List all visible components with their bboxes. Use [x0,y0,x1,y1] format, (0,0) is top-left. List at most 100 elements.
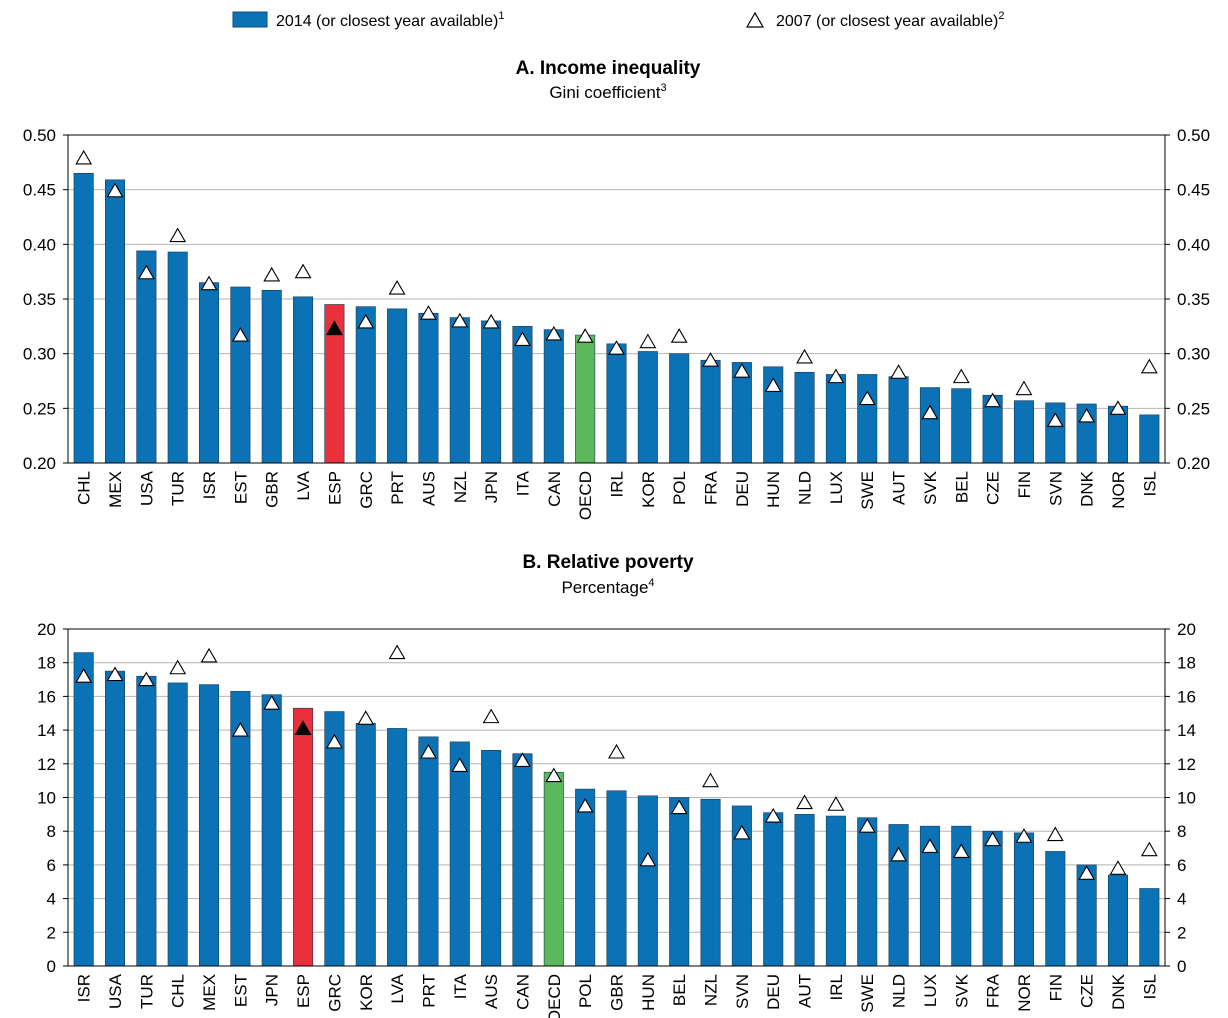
marker-2007-irl [827,796,845,811]
marker-2007-grc [325,733,343,749]
x-category-label: ESP [325,471,344,505]
bar-kor [637,351,658,464]
x-category-label: TUR [137,974,156,1009]
legend-item-2007: 2007 (or closest year available)2 [745,10,1004,30]
x-category-label: ESP [294,974,313,1008]
y-tick-label-left: 20 [37,620,56,639]
y-tick-label-right: 0 [1177,957,1186,976]
marker-2007-deu [733,363,751,378]
marker-2007-lux [827,368,845,384]
y-tick-label-left: 14 [37,721,56,740]
bar-nld [794,371,815,464]
x-category-label: LUX [921,974,940,1007]
x-category-label: NZL [702,974,721,1006]
bar-fin [1013,400,1034,464]
x-category-label: KOR [639,471,658,508]
x-category-label: FRA [984,973,1003,1008]
x-category-label: HUN [639,974,658,1011]
marker-2007-isl [1140,841,1158,857]
x-category-label: POL [670,471,689,505]
x-category-label: DNK [1109,973,1128,1010]
bar-jpn [261,694,282,967]
x-category-label: FIN [1015,471,1034,498]
panel-b-frame [63,628,1170,967]
y-tick-label-left: 0.20 [23,454,56,473]
bar-isl [1139,414,1160,464]
x-category-label: TUR [169,471,188,506]
panel-a-y-axis-left: 0.20 0.25 0.30 0.35 0.40 0.45 0.50 [23,126,56,473]
marker-2007-can [545,325,563,341]
marker-2007-lva [388,644,406,660]
marker-2007-irl [608,340,625,355]
marker-2007-pol [576,797,594,813]
bar-chl [73,172,94,464]
marker-2007-svn [1046,412,1064,427]
x-category-label: PRT [388,471,407,505]
marker-2007-isr [200,275,218,291]
panel-a-title: A. Income inequality [516,58,701,79]
marker-2007-gbr [608,743,625,759]
bar-svn [1045,402,1066,464]
marker-2007-nzl [702,772,719,788]
panel-b-y-axis-left: 0 2 4 6 8 10 12 14 16 18 20 [37,620,56,976]
panel-b-bars [73,652,1160,967]
y-tick-label-left: 0.35 [23,290,56,309]
y-tick-label-left: 0.30 [23,345,56,364]
x-category-label: FIN [1046,974,1065,1001]
y-tick-label-right: 6 [1177,856,1186,875]
panel-a-y-axis-right: 0.20 0.25 0.30 0.35 0.40 0.45 0.50 [1177,126,1210,473]
panel-a-frame [63,134,1170,464]
marker-2007-lva [294,263,312,279]
marker-2007-svk [921,404,939,420]
marker-2007-svn [733,824,751,840]
bar-isr [199,282,220,464]
legend: 2014 (or closest year available)1 2007 (… [232,10,1004,30]
marker-2007-kor [639,333,657,349]
marker-2007-chl [75,149,93,165]
bar-irl [606,343,627,464]
x-category-label: AUS [419,471,438,506]
x-category-label: AUS [482,974,501,1009]
bar-pol [575,788,596,967]
marker-2007-svk [952,843,970,858]
y-tick-label-left: 18 [37,654,56,673]
x-category-label: NLD [890,974,909,1008]
x-category-label: EST [231,471,250,504]
bar-chl [167,682,188,967]
marker-2007-tur [169,227,187,243]
y-tick-label-left: 16 [37,687,56,706]
x-category-label: JPN [482,471,501,503]
x-category-label: PRT [419,974,438,1008]
marker-2007-chl [169,659,187,675]
marker-2007-est [231,721,249,737]
bar-ita [449,741,470,967]
marker-2007-aut [796,794,814,810]
marker-2007-oecd [545,767,563,783]
x-category-label: GBR [263,471,282,508]
x-category-label: ISR [75,974,94,1002]
bar-fin [1045,851,1066,967]
x-category-label: USA [106,973,125,1009]
marker-2007-usa [137,264,155,280]
bar-nld [888,824,909,967]
x-category-label: BEL [670,974,689,1006]
bar-aus [481,750,502,967]
y-tick-label-right: 10 [1177,789,1196,808]
x-category-label: ISL [1140,471,1159,497]
x-category-label: CZE [1078,974,1097,1008]
bar-irl [825,815,846,967]
bar-bel [951,388,972,464]
marker-2007-oecd [576,328,594,343]
marker-2007-fra [702,352,719,367]
y-tick-label-right: 8 [1177,822,1186,841]
bar-dnk [1107,874,1129,967]
marker-2007-esp [294,720,312,735]
y-tick-label-right: 12 [1177,755,1196,774]
marker-2007-pol [670,328,688,343]
y-tick-label-right: 14 [1177,721,1196,740]
marker-2007-aus [482,708,500,724]
bar-oecd [575,334,596,464]
y-tick-label-right: 4 [1177,890,1186,909]
x-category-label: EST [231,974,250,1007]
y-tick-label-left: 12 [37,755,56,774]
